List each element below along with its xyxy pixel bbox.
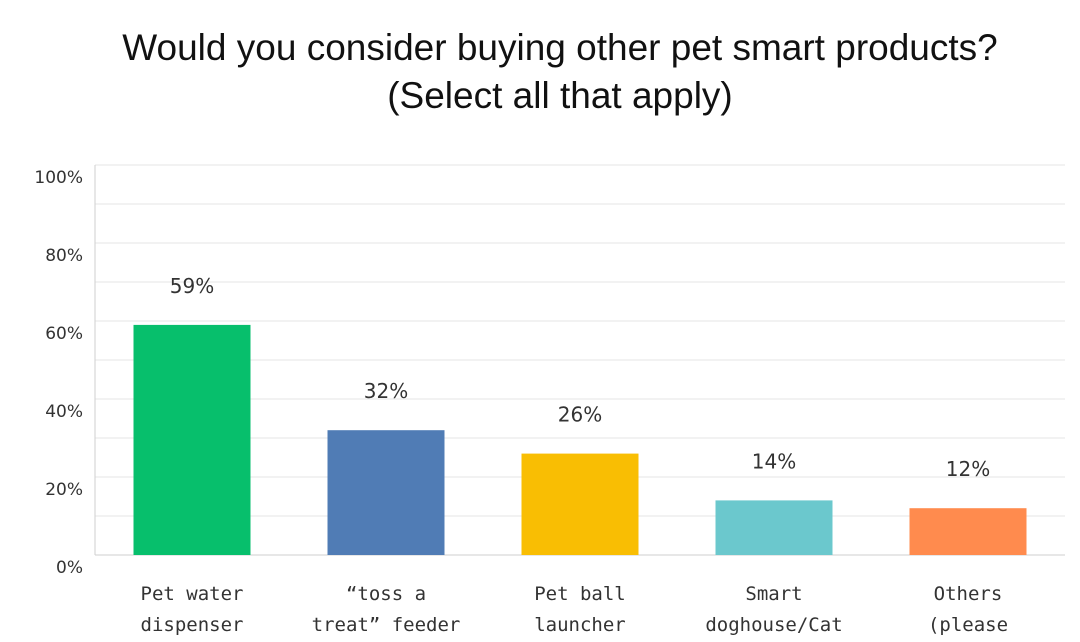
y-tick-label: 20% bbox=[45, 480, 83, 500]
category-label: (please bbox=[928, 614, 1008, 636]
y-tick-labels: 0% 20% 40% 60% 80% 100% bbox=[34, 168, 83, 578]
chart-title: Would you consider buying other pet smar… bbox=[0, 24, 1080, 120]
y-tick-label: 60% bbox=[45, 324, 83, 344]
bar bbox=[521, 453, 639, 555]
bar bbox=[715, 500, 833, 555]
category-label: launcher bbox=[534, 614, 626, 636]
category-label: Pet ball bbox=[534, 583, 626, 605]
category-label: Others bbox=[934, 583, 1003, 605]
value-label: 26% bbox=[558, 403, 602, 427]
grid-lines bbox=[95, 164, 1065, 517]
y-tick-label: 80% bbox=[45, 246, 83, 266]
chart-title-line-1: Would you consider buying other pet smar… bbox=[122, 27, 998, 68]
category-label: doghouse/Cat bbox=[705, 614, 842, 636]
value-label: 14% bbox=[752, 449, 796, 473]
category-label: Pet water bbox=[141, 583, 244, 605]
bar bbox=[133, 324, 251, 555]
value-label: 32% bbox=[364, 379, 408, 403]
value-label: 12% bbox=[946, 457, 990, 481]
category-label: dispenser bbox=[141, 614, 244, 636]
category-label: Smart bbox=[745, 583, 802, 605]
bars bbox=[133, 324, 1027, 555]
y-tick-label: 100% bbox=[34, 168, 83, 188]
y-tick-label: 40% bbox=[45, 402, 83, 422]
y-tick-label: 0% bbox=[56, 558, 83, 578]
value-labels: 59% 32% 26% 14% 12% bbox=[170, 274, 990, 481]
category-labels: Pet water dispenser “toss a treat” feeder Pe… bbox=[141, 583, 1009, 636]
bar bbox=[327, 430, 445, 555]
chart-title-line-2: (Select all that apply) bbox=[387, 75, 733, 116]
value-label: 59% bbox=[170, 274, 214, 298]
category-label: treat” feeder bbox=[312, 614, 461, 636]
bar bbox=[909, 508, 1027, 555]
category-label: “toss a bbox=[346, 583, 426, 605]
